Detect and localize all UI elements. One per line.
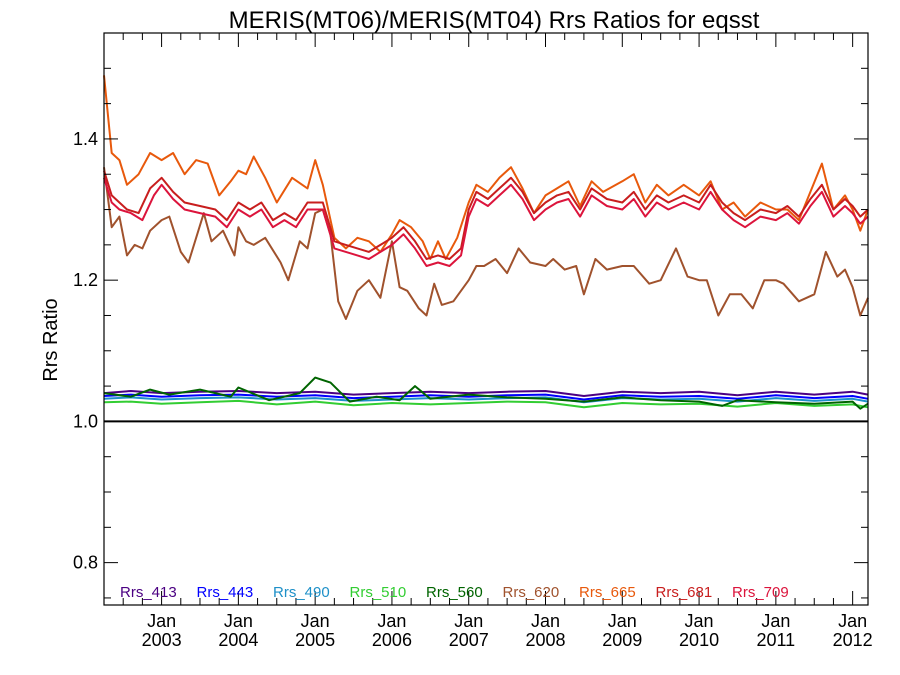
x-tick-month-label: Jan (761, 611, 790, 631)
y-tick-label: 1.4 (73, 129, 98, 149)
x-tick-year-label: 2010 (679, 630, 719, 650)
y-axis-label: Rrs Ratio (40, 298, 62, 381)
legend-item-rrs-443: Rrs_443 (197, 584, 254, 601)
series-line-rrs-560 (103, 376, 869, 410)
y-tick-label: 1.2 (73, 270, 98, 290)
legend-item-rrs-490: Rrs_490 (273, 584, 330, 601)
legend-item-rrs-510: Rrs_510 (350, 584, 407, 601)
x-tick-month-label: Jan (838, 611, 867, 631)
x-tick-month-label: Jan (531, 611, 560, 631)
plot-lines (103, 75, 869, 410)
x-tick-year-label: 2011 (756, 630, 795, 650)
x-tick-month-label: Jan (301, 611, 330, 631)
x-tick-month-label: Jan (685, 611, 714, 631)
x-tick-year-label: 2003 (142, 630, 182, 650)
series-line-rrs-665 (103, 75, 869, 260)
x-tick-month-label: Jan (224, 611, 253, 631)
legend: Rrs_413 Rrs_443 Rrs_490 Rrs_510 Rrs_560 Rrs_6… (120, 584, 789, 601)
axes-layer: 0.81.01.21.4Jan2003Jan2004Jan2005Jan2006… (73, 32, 873, 650)
legend-item-rrs-681: Rrs_681 (656, 584, 713, 601)
series-line-rrs-413 (103, 390, 869, 397)
x-tick-year-label: 2004 (218, 630, 258, 650)
x-tick-year-label: 2012 (833, 630, 873, 650)
series-line-rrs-490 (103, 396, 869, 404)
series-line-rrs-620 (103, 167, 869, 320)
x-tick-year-label: 2005 (295, 630, 335, 650)
series-line-rrs-709 (103, 177, 869, 267)
legend-item-rrs-560: Rrs_560 (426, 584, 483, 601)
x-tick-year-label: 2008 (525, 630, 565, 650)
chart-title: MERIS(MT06)/MERIS(MT04) Rrs Ratios for e… (229, 7, 760, 34)
legend-item-rrs-620: Rrs_620 (503, 584, 560, 601)
series-line-rrs-510 (103, 399, 869, 409)
y-tick-label: 1.0 (73, 411, 98, 431)
x-tick-month-label: Jan (608, 611, 637, 631)
plot-frame (103, 32, 869, 606)
y-tick-label: 0.8 (73, 553, 98, 573)
x-tick-year-label: 2006 (372, 630, 412, 650)
legend-item-rrs-665: Rrs_665 (579, 584, 636, 601)
x-tick-year-label: 2007 (449, 630, 489, 650)
series-line-rrs-681 (103, 170, 869, 260)
legend-item-rrs-709: Rrs_709 (732, 584, 789, 601)
x-tick-month-label: Jan (377, 611, 406, 631)
x-tick-month-label: Jan (147, 611, 176, 631)
legend-item-rrs-413: Rrs_413 (120, 584, 177, 601)
x-tick-month-label: Jan (454, 611, 483, 631)
x-tick-year-label: 2009 (602, 630, 642, 650)
